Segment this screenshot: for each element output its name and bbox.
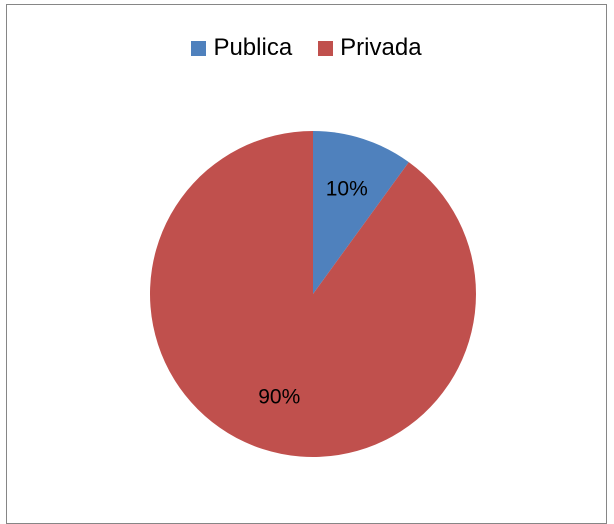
legend-swatch-publica (191, 40, 207, 56)
legend-swatch-privada (318, 40, 334, 56)
legend-label-publica: Publica (213, 34, 293, 61)
slice-label-privada: 90% (258, 385, 300, 408)
legend-item-publica: Publica (191, 35, 292, 61)
legend: Publica Privada (7, 35, 606, 61)
pie-slice-privada (150, 131, 476, 457)
legend-item-privada: Privada (318, 34, 422, 61)
pie-slice-publica (313, 131, 409, 294)
slice-label-publica: 10% (326, 178, 368, 201)
legend-label-privada: Privada (340, 34, 422, 61)
